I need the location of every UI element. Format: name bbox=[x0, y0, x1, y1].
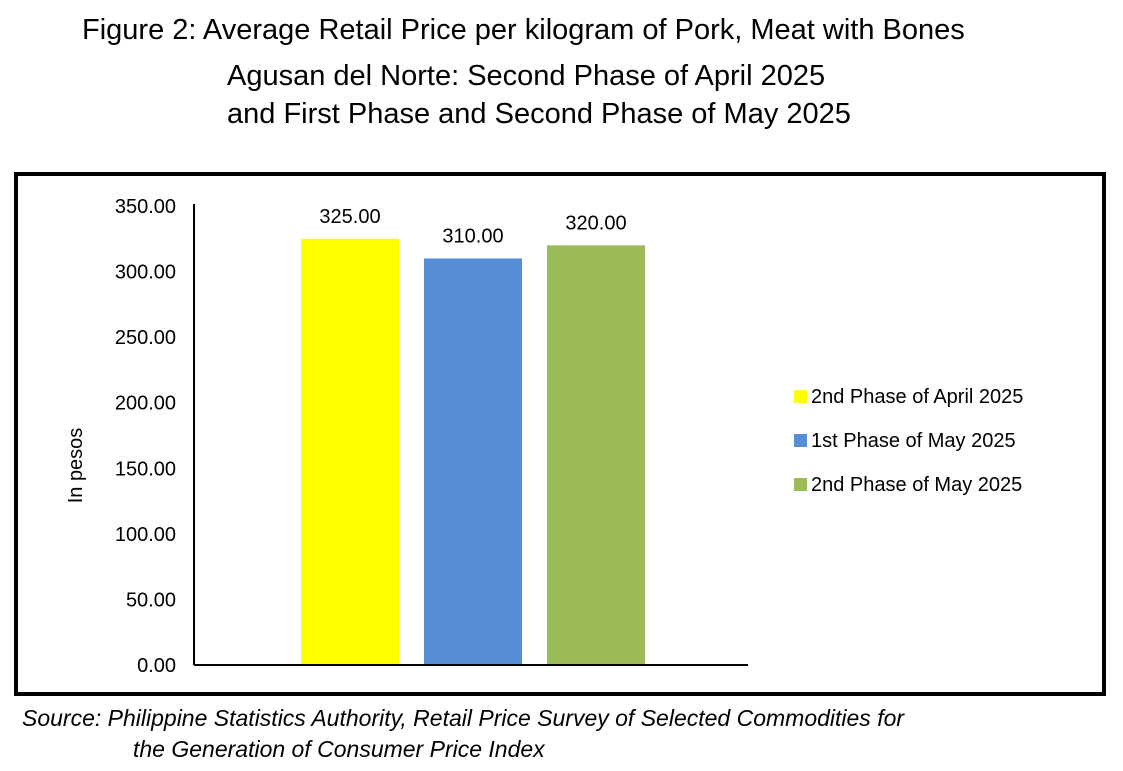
y-tick-label-2: 100.00 bbox=[115, 524, 176, 546]
bar-1 bbox=[301, 238, 399, 665]
legend-swatch-2 bbox=[794, 434, 807, 447]
y-axis-title: In pesos bbox=[65, 428, 87, 504]
legend-label-1: 2nd Phase of April 2025 bbox=[811, 386, 1023, 408]
chart-frame: 0.00 50.00 100.00 150.00 200.00 250.00 300.00 3… bbox=[14, 172, 1106, 696]
y-tick-label-1: 50.00 bbox=[126, 589, 176, 611]
legend-label-2: 1st Phase of May 2025 bbox=[811, 430, 1016, 452]
source-note-line-2: the Generation of Consumer Price Index bbox=[133, 736, 545, 762]
y-tick-label-7: 350.00 bbox=[115, 196, 176, 218]
chart-title-line-2: Agusan del Norte: Second Phase of April … bbox=[227, 60, 826, 92]
y-tick-label-4: 200.00 bbox=[115, 393, 176, 415]
data-label-2: 310.00 bbox=[442, 225, 503, 247]
bar-2 bbox=[424, 258, 522, 665]
chart-title-line-3: and First Phase and Second Phase of May … bbox=[227, 98, 851, 130]
y-tick-label-0: 0.00 bbox=[137, 655, 176, 677]
y-tick-label-3: 150.00 bbox=[115, 458, 176, 480]
legend-swatch-1 bbox=[794, 390, 807, 403]
data-label-1: 325.00 bbox=[319, 206, 380, 228]
source-note-line-1: Source: Philippine Statistics Authority,… bbox=[22, 705, 905, 731]
legend-swatch-3 bbox=[794, 478, 807, 491]
bar-chart: 0.00 50.00 100.00 150.00 200.00 250.00 300.00 3… bbox=[65, 196, 1023, 677]
legend-label-3: 2nd Phase of May 2025 bbox=[811, 474, 1022, 496]
bar-3 bbox=[547, 245, 645, 665]
data-label-3: 320.00 bbox=[565, 212, 626, 234]
y-tick-label-5: 250.00 bbox=[115, 327, 176, 349]
chart-title-line-1: Figure 2: Average Retail Price per kilog… bbox=[82, 14, 965, 46]
y-tick-label-6: 300.00 bbox=[115, 262, 176, 284]
